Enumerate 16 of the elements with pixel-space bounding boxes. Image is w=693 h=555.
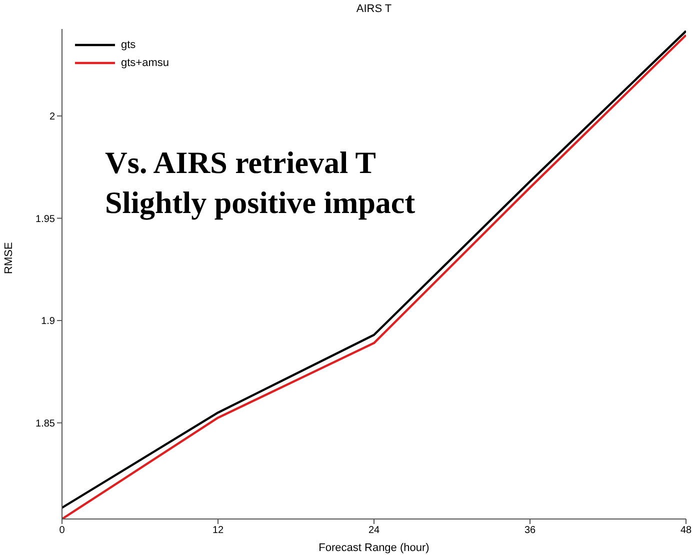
x-tick-label: 48 bbox=[680, 525, 692, 536]
y-tick-label: 1.85 bbox=[36, 418, 56, 430]
y-tick-label: 1.9 bbox=[41, 316, 56, 328]
x-tick-label: 12 bbox=[212, 525, 224, 536]
legend-label: gts+amsu bbox=[121, 56, 169, 71]
x-tick-label: 36 bbox=[524, 525, 536, 536]
y-tick-label: 2 bbox=[49, 112, 56, 122]
annotation: Vs. AIRS retrieval T bbox=[105, 144, 377, 182]
legend-label: gts bbox=[121, 38, 136, 53]
chart-title: AIRS T bbox=[355, 3, 393, 15]
annotation: Slightly positive impact bbox=[105, 184, 416, 222]
x-tick-label: 24 bbox=[368, 525, 380, 536]
x-axis-title: Forecast Range (hour) bbox=[318, 542, 430, 554]
x-tick-label: 0 bbox=[59, 525, 66, 536]
y-tick-label: 1.95 bbox=[36, 214, 56, 225]
y-axis-title: RMSE bbox=[2, 242, 15, 274]
